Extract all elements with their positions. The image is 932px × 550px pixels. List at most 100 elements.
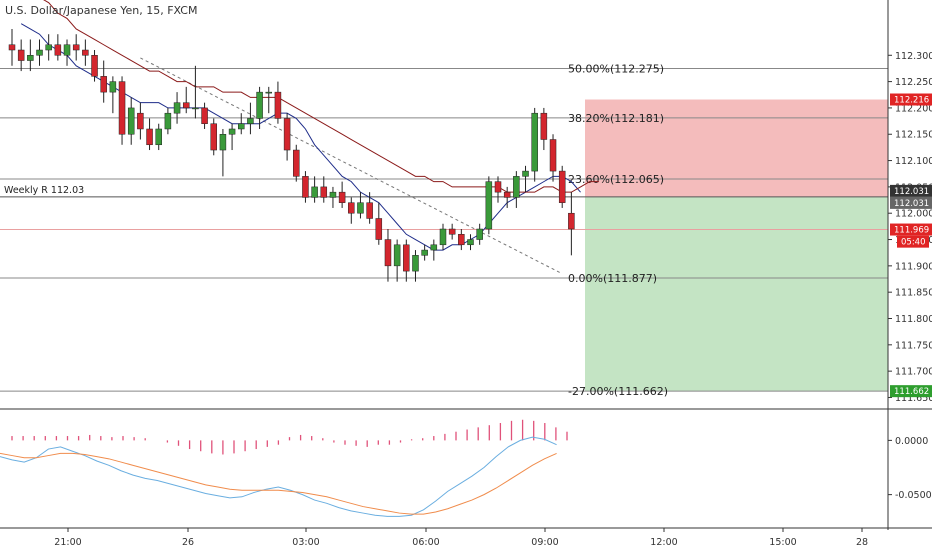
candle-body-35 — [329, 191, 337, 198]
candle-body-19 — [182, 102, 190, 109]
candle-body-25 — [238, 123, 245, 130]
price-tick-label-3: 112.150 — [895, 130, 932, 141]
candle-body-6 — [63, 44, 71, 56]
candle-body-50 — [467, 239, 474, 246]
candle-body-7 — [72, 44, 80, 51]
price-tag-label-4: 05:40 — [901, 238, 926, 248]
fib-label-4: -27.00%(111.662) — [568, 385, 668, 398]
price-tick-label-6: 112.000 — [895, 209, 932, 220]
candle-body-33 — [311, 186, 318, 198]
osc-fast-line — [0, 436, 557, 517]
position-zones — [585, 99, 888, 392]
candle-body-1 — [17, 49, 25, 61]
price-tick-label-4: 112.100 — [895, 156, 932, 167]
price-tag-label-5: 111.662 — [894, 387, 929, 397]
candle-body-22 — [210, 123, 217, 151]
candle-body-20 — [192, 107, 199, 110]
price-tag-label-0: 112.216 — [894, 95, 929, 105]
fib-label-2: 23.60%(112.065) — [568, 173, 664, 186]
candle-body-4 — [45, 44, 52, 51]
price-tick-label-11: 111.750 — [895, 340, 932, 351]
candle-body-15 — [146, 128, 153, 146]
price-tag-label-1: 112.031 — [894, 187, 929, 197]
candle-body-46 — [430, 244, 438, 251]
time-tick-label-4: 09:00 — [531, 537, 558, 548]
candle-body-21 — [201, 107, 208, 124]
time-tick-label-7: 28 — [856, 537, 868, 548]
price-tick-label-0: 112.300 — [895, 51, 932, 62]
candle-body-37 — [348, 202, 355, 214]
candle-body-9 — [91, 55, 98, 77]
price-tick-label-1: 112.250 — [895, 77, 932, 88]
candle-body-52 — [485, 181, 493, 230]
candle-body-30 — [283, 118, 291, 151]
price-tick-label-10: 111.800 — [895, 314, 932, 325]
candle-body-47 — [439, 228, 447, 246]
price-tick-label-8: 111.900 — [895, 261, 932, 272]
take-profit-zone — [585, 196, 888, 392]
candle-body-54 — [503, 191, 511, 198]
candle-body-41 — [384, 239, 392, 267]
candle-body-43 — [403, 244, 410, 272]
candle-body-26 — [247, 118, 254, 124]
candle-body-17 — [164, 112, 172, 130]
candle-body-8 — [82, 49, 89, 56]
price-tag-label-2: 112.031 — [894, 199, 929, 209]
candle-body-38 — [357, 202, 364, 214]
candle-body-36 — [338, 191, 346, 203]
candle-body-53 — [494, 181, 502, 193]
candle-body-11 — [109, 81, 117, 93]
candle-body-13 — [127, 107, 135, 135]
candle-body-58 — [540, 112, 548, 140]
candle-body-61 — [568, 212, 575, 230]
fib-label-3: 0.00%(111.877) — [568, 272, 657, 285]
candle-body-59 — [549, 139, 557, 172]
candle-body-0 — [8, 44, 16, 51]
price-tick-label-13: 111.650 — [895, 393, 932, 404]
candle-body-48 — [448, 228, 456, 235]
candles — [8, 28, 575, 282]
fib-retracement: 50.00%(112.275) 38.20%(112.181) 23.60%(112… — [0, 62, 888, 398]
time-tick-label-6: 15:00 — [769, 537, 796, 548]
candle-body-24 — [228, 128, 236, 135]
candle-body-10 — [100, 76, 107, 93]
candle-body-39 — [366, 202, 373, 219]
candle-body-60 — [558, 170, 566, 203]
time-tick-label-2: 03:00 — [292, 537, 319, 548]
price-tag-bg-1 — [890, 184, 932, 197]
osc-tick-label-0: 0.0000 — [895, 436, 928, 447]
candle-body-40 — [375, 218, 383, 240]
price-tag-bg-3 — [890, 223, 932, 236]
candle-body-45 — [421, 249, 428, 256]
candle-body-18 — [173, 102, 181, 114]
candle-body-5 — [54, 44, 62, 56]
price-tag-label-3: 111.969 — [894, 226, 929, 236]
price-tags: 112.216 112.031 112.031 111.969 05:40 111.662 — [890, 93, 932, 398]
ma-fast-line — [20, 23, 581, 251]
time-tick-label-3: 06:00 — [412, 537, 439, 548]
candle-body-32 — [302, 176, 309, 198]
price-tag-bg-5 — [890, 385, 932, 398]
candle-body-29 — [274, 91, 282, 119]
time-tick-label-0: 21:00 — [54, 537, 81, 548]
price-tag-bg-4 — [897, 235, 929, 248]
candle-body-14 — [137, 112, 144, 130]
oscillator-pane — [0, 408, 932, 517]
price-tag-bg-0 — [890, 93, 932, 106]
osc-slow-line — [0, 452, 557, 515]
price-tag-bg-2 — [890, 196, 932, 209]
candle-body-23 — [219, 133, 227, 151]
chart-title: U.S. Dollar/Japanese Yen, 15, FXCM — [5, 4, 197, 17]
candle-body-28 — [265, 91, 273, 94]
downtrend-line — [140, 57, 563, 275]
weekly-pivot-label: Weekly R 112.03 — [4, 185, 84, 196]
moving-averages — [20, 0, 599, 251]
osc-tick-label-1: -0.0500 — [895, 490, 932, 501]
candle-body-55 — [513, 176, 520, 198]
time-tick-label-5: 12:00 — [650, 537, 677, 548]
trend-line — [140, 57, 563, 275]
candle-body-3 — [36, 49, 43, 56]
